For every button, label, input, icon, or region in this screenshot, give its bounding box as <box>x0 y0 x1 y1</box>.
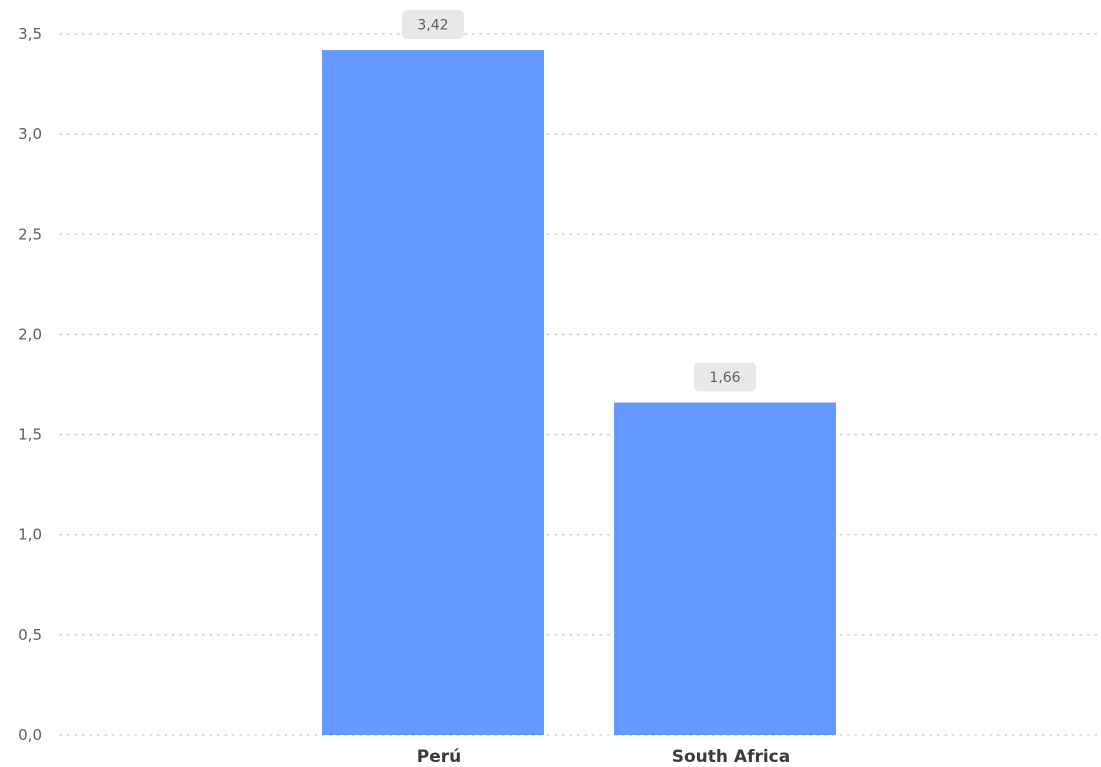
y-tick-label: 2,0 <box>18 325 42 343</box>
gridlines <box>59 33 1099 736</box>
x-category-label: South Africa <box>672 747 791 767</box>
y-tick-label: 3,0 <box>18 125 42 143</box>
data-label-text: 3,42 <box>417 18 448 34</box>
bars <box>322 50 836 736</box>
data-labels: 3,42 1,66 <box>402 10 756 392</box>
y-tick-label: 1,0 <box>18 526 42 544</box>
y-tick-label: 0,5 <box>18 626 42 644</box>
data-label: 3,42 <box>402 10 464 40</box>
y-tick-label: 0,0 <box>18 726 42 744</box>
y-tick-label: 3,5 <box>18 25 42 43</box>
y-tick-label: 1,5 <box>18 426 42 444</box>
bar[interactable] <box>322 50 544 736</box>
data-label-text: 1,66 <box>709 370 740 386</box>
bar[interactable] <box>614 402 836 735</box>
data-label-background <box>694 362 756 392</box>
x-category-label: Perú <box>417 747 461 767</box>
data-label-background <box>402 10 464 40</box>
y-axis: 0,0 0,5 1,0 1,5 2,0 2,5 3,0 3,5 <box>18 25 42 744</box>
data-label: 1,66 <box>694 362 756 392</box>
x-axis: Perú South Africa <box>417 747 790 767</box>
y-tick-label: 2,5 <box>18 225 42 243</box>
